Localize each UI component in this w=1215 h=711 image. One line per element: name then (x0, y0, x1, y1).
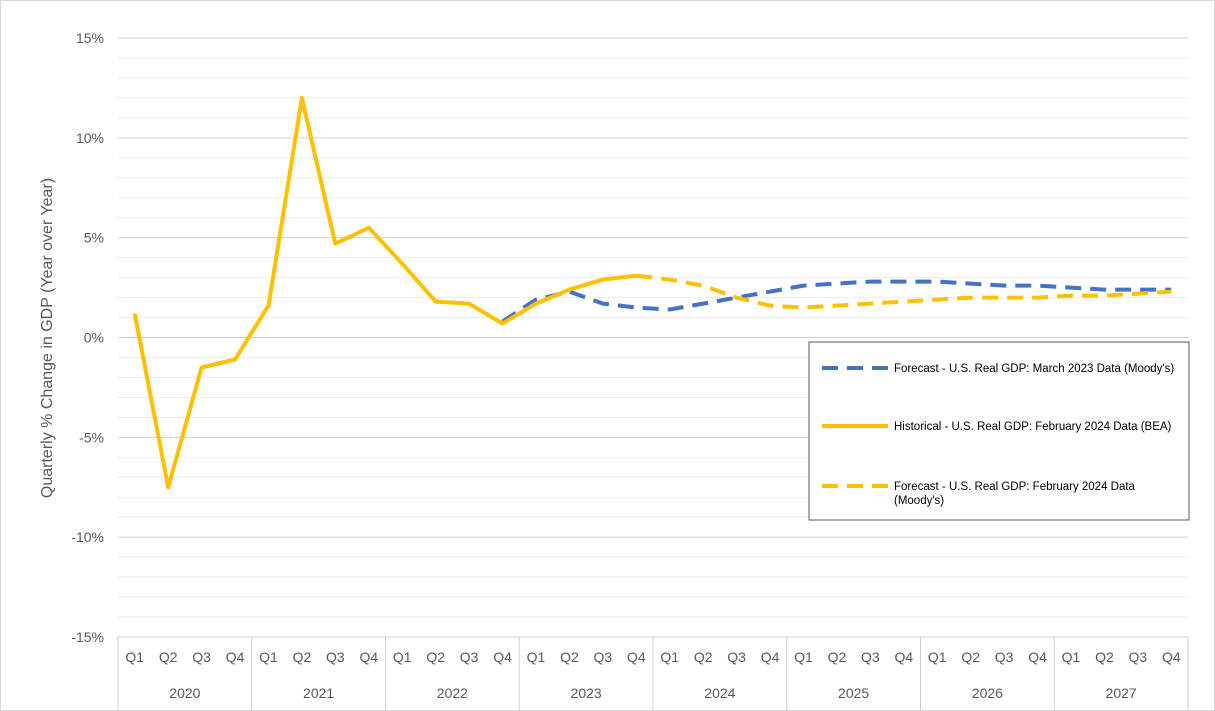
x-year-label: 2026 (972, 685, 1003, 701)
series-lines (132, 95, 1172, 490)
x-quarter-label: Q4 (359, 649, 378, 665)
gridlines (118, 37, 1188, 638)
x-quarter-label: Q4 (493, 649, 512, 665)
x-axis: 2020 Q1 Q2 Q3 Q4 2021 Q1 Q2 Q3 Q4 2022 Q1 Q2 Q3 Q4 2023… (117, 637, 1189, 711)
legend-label-march-2023-forecast: Forecast - U.S. Real GDP: March 2023 Dat… (894, 363, 1174, 375)
y-tick-label: 15% (76, 30, 104, 46)
y-tick-label: -10% (71, 529, 104, 545)
x-quarter-label: Q1 (660, 649, 679, 665)
x-quarter-label: Q1 (794, 649, 813, 665)
series-march-2023-forecast (501, 279, 1172, 324)
x-year-label: 2024 (704, 685, 735, 701)
x-quarter-label: Q1 (393, 649, 412, 665)
y-tick-label: -5% (79, 429, 104, 445)
legend: Forecast - U.S. Real GDP: March 2023 Dat… (808, 341, 1190, 521)
x-year-label: 2025 (838, 685, 869, 701)
x-quarter-label: Q2 (426, 649, 445, 665)
x-quarter-label: Q2 (560, 649, 579, 665)
x-quarter-label: Q4 (894, 649, 913, 665)
x-quarter-label: Q2 (159, 649, 178, 665)
legend-label-historical: Historical - U.S. Real GDP: February 202… (894, 421, 1172, 433)
x-quarter-label: Q2 (293, 649, 312, 665)
x-quarter-label: Q2 (694, 649, 713, 665)
x-quarter-label: Q3 (727, 649, 746, 665)
legend-box (808, 341, 1190, 521)
y-tick-label: 5% (84, 230, 104, 246)
x-quarter-label: Q3 (861, 649, 880, 665)
x-quarter-label: Q4 (627, 649, 646, 665)
x-quarter-label: Q3 (460, 649, 479, 665)
x-year-label: 2022 (437, 685, 468, 701)
x-quarter-label: Q4 (761, 649, 780, 665)
y-tick-label: -15% (71, 629, 104, 645)
x-quarter-label: Q1 (125, 649, 144, 665)
x-quarter-label: Q1 (259, 649, 278, 665)
x-quarter-label: Q1 (1062, 649, 1081, 665)
y-axis-title: Quarterly % Change in GDP (Year over Yea… (39, 178, 56, 498)
x-year-label: 2021 (303, 685, 334, 701)
x-quarter-label: Q1 (527, 649, 546, 665)
x-year-label: 2020 (169, 685, 200, 701)
x-quarter-label: Q2 (961, 649, 980, 665)
y-tick-label: 10% (76, 130, 104, 146)
x-quarter-label: Q2 (1095, 649, 1114, 665)
series-historical (132, 95, 637, 490)
x-year-label: 2027 (1106, 685, 1137, 701)
x-quarter-label: Q3 (192, 649, 211, 665)
x-quarter-label: Q3 (1129, 649, 1148, 665)
x-quarter-label: Q4 (1162, 649, 1181, 665)
x-quarter-label: Q3 (594, 649, 613, 665)
series-feb-2024-forecast (636, 273, 1172, 310)
legend-label-feb-2024-forecast: Forecast - U.S. Real GDP: February 2024 … (894, 481, 1138, 507)
x-quarter-label: Q2 (828, 649, 847, 665)
y-axis-tick-labels: 15% 10% 5% 0% -5% -10% -15% (71, 30, 104, 645)
x-quarter-label: Q4 (226, 649, 245, 665)
x-quarter-label: Q4 (1028, 649, 1047, 665)
x-quarter-label: Q1 (928, 649, 947, 665)
x-quarter-label: Q3 (995, 649, 1014, 665)
x-quarter-label: Q3 (326, 649, 345, 665)
x-year-label: 2023 (571, 685, 602, 701)
legend-label-feb-2024-forecast-line1: Forecast - U.S. Real GDP: February 2024 … (894, 481, 1136, 493)
y-tick-label: 0% (84, 330, 104, 346)
legend-label-feb-2024-forecast-line2: (Moody's) (894, 495, 944, 507)
